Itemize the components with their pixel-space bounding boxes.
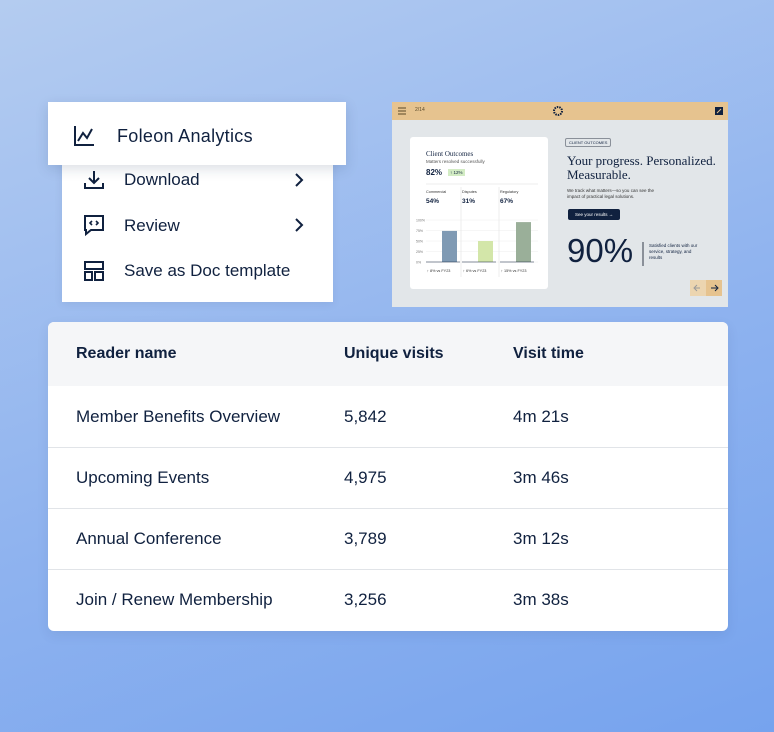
logo xyxy=(553,106,563,116)
table-cell: Annual Conference xyxy=(76,529,222,548)
preview-button[interactable]: See your results → xyxy=(568,209,621,220)
table-cell: 4m 21s xyxy=(513,407,569,426)
menu-item[interactable]: Download xyxy=(124,170,200,189)
column-header: Visit time xyxy=(513,345,584,362)
table-cell: 3m 38s xyxy=(513,590,569,609)
bar xyxy=(442,230,457,262)
y-tick-label: 0% xyxy=(416,261,421,265)
download-icon xyxy=(84,171,104,189)
card-title: Client Outcomes xyxy=(426,150,474,158)
fullscreen-icon xyxy=(715,107,723,115)
table-cell: Member Benefits Overview xyxy=(76,407,281,426)
y-tick-label: 25% xyxy=(416,250,423,254)
template-icon xyxy=(84,261,104,281)
menu-item[interactable]: Save as Doc template xyxy=(124,261,291,280)
prev-button[interactable] xyxy=(690,280,706,296)
table-cell: 3,789 xyxy=(344,529,387,548)
table-cell: 3m 46s xyxy=(513,468,569,487)
bar-note: ↑ 8% vs FY23 xyxy=(427,269,450,273)
bar xyxy=(516,222,531,262)
card-subtitle: Matters resolved successfully xyxy=(426,159,485,164)
menu-item[interactable]: Review xyxy=(124,216,180,235)
preview-heading: Your progress. Personalized. Measurable. xyxy=(567,153,716,182)
preview-body: We track what matters—so you can see the… xyxy=(567,188,654,199)
next-button[interactable] xyxy=(706,280,722,296)
bar-note: ↑ 15% vs FY23 xyxy=(501,269,527,273)
row-divider xyxy=(48,569,728,570)
preview: 2/14 Client Outcomes Matters resolved su… xyxy=(392,102,728,307)
preview-card: Client Outcomes Matters resolved success… xyxy=(410,137,548,289)
chevron xyxy=(295,218,304,232)
y-tick-label: 100% xyxy=(416,219,425,223)
headline-change: ↑ 12% xyxy=(448,169,465,176)
headline-value: 82% xyxy=(426,168,443,177)
table-cell: 4,975 xyxy=(344,468,387,487)
table: Reader name Unique visits Visit time Member… xyxy=(48,322,728,631)
menu-icon xyxy=(398,107,406,115)
y-tick-label: 50% xyxy=(416,240,423,244)
review-icon xyxy=(84,215,104,237)
stat-caption: Satisfied clients with our service, stra… xyxy=(649,243,698,260)
table-cell: Join / Renew Membership xyxy=(76,590,273,609)
mini-chart: 100% 75% 50% 25% 0% Commercial 54% ↑ 8% vs FY23… xyxy=(416,183,538,277)
column-header: Unique visits xyxy=(344,345,444,362)
category-label: Disputes xyxy=(462,190,477,194)
tag: CLIENT OUTCOMES xyxy=(565,138,612,147)
column-header: Reader name xyxy=(76,345,177,362)
category-value: 54% xyxy=(426,198,439,205)
table-cell: 5,842 xyxy=(344,407,387,426)
table-header xyxy=(48,322,728,386)
menu-header[interactable]: Foleon Analytics xyxy=(48,102,346,165)
category-value: 67% xyxy=(500,198,513,205)
analytics-icon xyxy=(74,126,94,146)
chevron xyxy=(295,173,304,187)
menu-card: Download Review Save as Doc template xyxy=(62,150,333,302)
category-value: 31% xyxy=(462,198,475,205)
category-label: Regulatory xyxy=(500,190,518,194)
menu-title: Foleon Analytics xyxy=(117,126,253,146)
page-indicator: 2/14 xyxy=(415,107,425,113)
bar xyxy=(478,241,493,262)
stat: 90% xyxy=(567,232,634,269)
row-divider xyxy=(48,508,728,509)
preview-topbar: 2/14 xyxy=(392,102,728,120)
table-cell: 3,256 xyxy=(344,590,387,609)
table-cell: 3m 12s xyxy=(513,529,569,548)
category-label: Commercial xyxy=(426,190,446,194)
row-divider xyxy=(48,447,728,448)
bar-note: ↑ 6% vs FY23 xyxy=(463,269,486,273)
table-cell: Upcoming Events xyxy=(76,468,210,487)
y-tick-label: 75% xyxy=(416,229,423,233)
